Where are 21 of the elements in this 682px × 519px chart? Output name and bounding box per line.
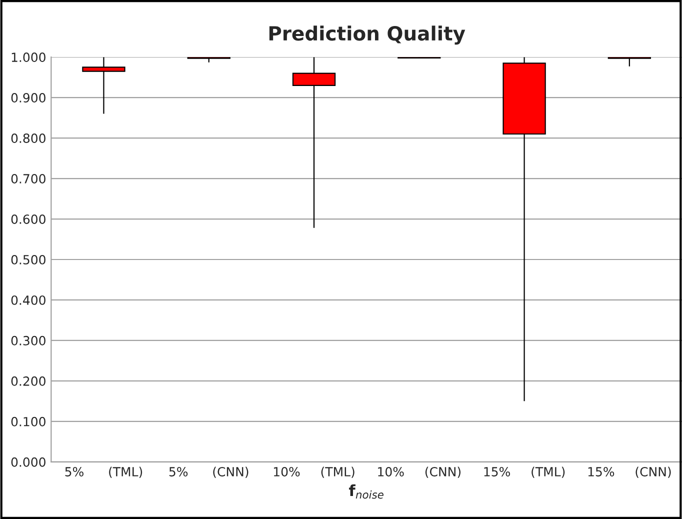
x-tick-label: 10% (CNN) bbox=[378, 466, 460, 478]
chart-title: Prediction Quality bbox=[269, 26, 466, 45]
candlestick bbox=[292, 57, 336, 228]
x-tick-label: 10% (TML) bbox=[274, 466, 354, 478]
x-axis-title: f$_{noise}$ bbox=[348, 484, 384, 499]
y-tick-label: 0.100 bbox=[11, 416, 46, 426]
y-tick-label: 0.500 bbox=[11, 254, 46, 264]
y-tick-label: 0.400 bbox=[11, 295, 46, 305]
x-tick-label: 5% (TML) bbox=[65, 466, 142, 478]
candlestick bbox=[82, 57, 126, 114]
y-tick-label: 1.000 bbox=[12, 52, 46, 62]
y-tick-label: 0.700 bbox=[11, 174, 46, 184]
y-tick-label: 0.000 bbox=[11, 457, 46, 467]
x-tick-label: 5% (CNN) bbox=[169, 466, 248, 478]
y-tick-label: 0.900 bbox=[11, 93, 46, 102]
y-tick-label: 0.300 bbox=[11, 336, 46, 346]
y-tick-label: 0.800 bbox=[11, 134, 46, 143]
y-tick-label: 0.200 bbox=[11, 376, 46, 386]
y-tick-label: 0.600 bbox=[11, 214, 46, 224]
x-tick-label: 15% (TML) bbox=[484, 466, 565, 478]
x-tick-label: 15% (CNN) bbox=[588, 466, 671, 478]
